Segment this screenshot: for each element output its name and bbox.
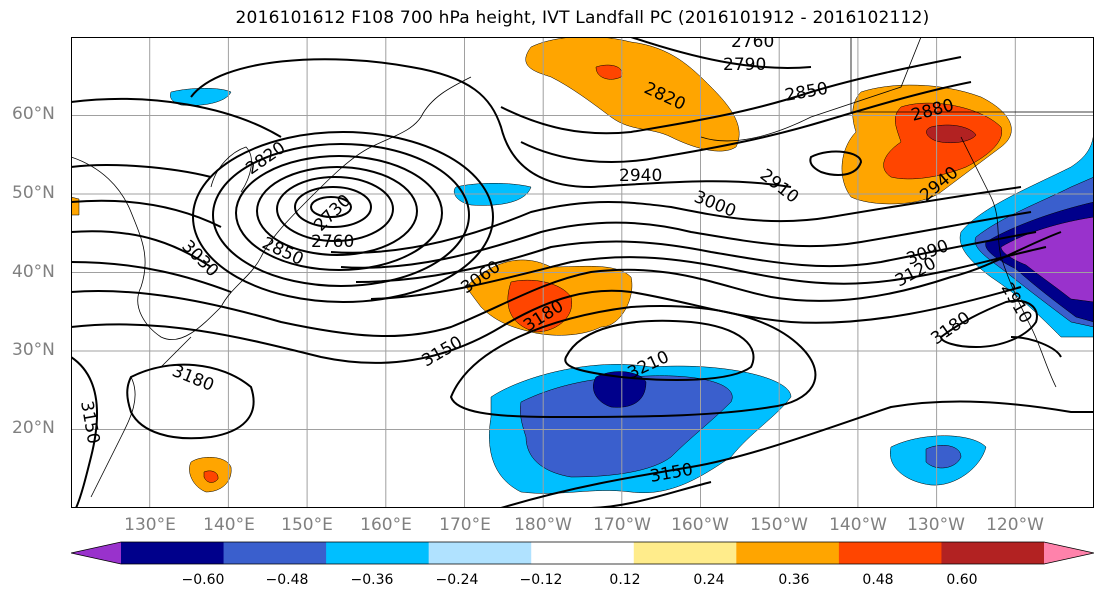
colorbar-tick-label: 0.36 [778,572,810,588]
contour-label: 3150 [76,399,103,445]
colorbar-tick-label: 0.24 [693,572,725,588]
colorbar-segment [326,542,430,564]
colorbar-tick-label: −0.12 [519,572,563,588]
ivt-negative-core [925,445,962,469]
colorbar [71,541,1094,565]
ivt-positive-region [71,196,80,216]
lon-label-130e: 130°E [124,515,176,535]
ivt-negative-peak [593,371,647,408]
lat-label-40n: 40°N [12,262,55,282]
lon-label-180w: 180°W [514,515,572,535]
ivt-positive-region [525,37,740,152]
lon-label-150e: 150°E [281,515,333,535]
contour-label: 3150 [419,332,466,371]
lon-label-170e: 170°E [439,515,491,535]
contour-label: 2850 [259,233,307,269]
lon-label-120w: 120°W [986,515,1044,535]
map-frame [71,37,1094,508]
colorbar-segment [838,542,942,564]
map-canvas: 2760 2790 2820 2850 2880 2910 2940 3000 … [71,37,1094,508]
lon-label-140w: 140°W [829,515,887,535]
ivt-positive-core [595,64,623,80]
lon-label-150w: 150°W [750,515,808,535]
ivt-shading [71,37,1094,494]
lon-label-130w: 130°W [907,515,965,535]
colorbar-tick-label: −0.24 [435,572,479,588]
contour-label: 2790 [723,55,766,75]
lon-label-160w: 160°W [671,515,729,535]
colorbar-tick-label: 0.60 [946,572,978,588]
lat-label-50n: 50°N [12,183,55,203]
contour-label: 2760 [731,37,774,52]
contour-label: 2850 [783,79,829,106]
colorbar-tick-label: −0.36 [350,572,394,588]
colorbar-tick-label: 0.12 [609,572,641,588]
ivt-positive-core [203,470,219,483]
lon-label-170w: 170°W [593,515,651,535]
figure-title: 2016101612 F108 700 hPa height, IVT Land… [235,8,930,28]
lat-label-20n: 20°N [12,418,55,438]
ivt-strong-negative [1000,216,1094,303]
lon-label-140e: 140°E [203,515,255,535]
contour-label: 3000 [691,187,739,222]
colorbar-segment [531,542,635,564]
ivt-negative-region [170,88,232,106]
contour-label: 2940 [619,166,662,186]
map-panel: 2760 2790 2820 2850 2880 2910 2940 3000 … [71,37,1094,508]
lat-label-60n: 60°N [12,104,55,124]
lon-label-160e: 160°E [360,515,412,535]
colorbar-segment [223,542,327,564]
contour-label: 2760 [311,232,354,252]
colorbar-tick-label: −0.48 [265,572,309,588]
lat-label-30n: 30°N [12,340,55,360]
height-contours [71,37,1094,508]
colorbar-tick-label: 0.48 [862,572,894,588]
colorbar-extend-high [1044,542,1094,564]
colorbar-extend-low [71,542,121,564]
colorbar-tick-label: −0.60 [181,572,225,588]
colorbar-segment [941,542,1045,564]
colorbar-segment [121,542,225,564]
colorbar-segment [736,542,840,564]
colorbar-segment [428,542,532,564]
colorbar-segment [633,542,737,564]
ivt-positive-peak [926,124,977,143]
